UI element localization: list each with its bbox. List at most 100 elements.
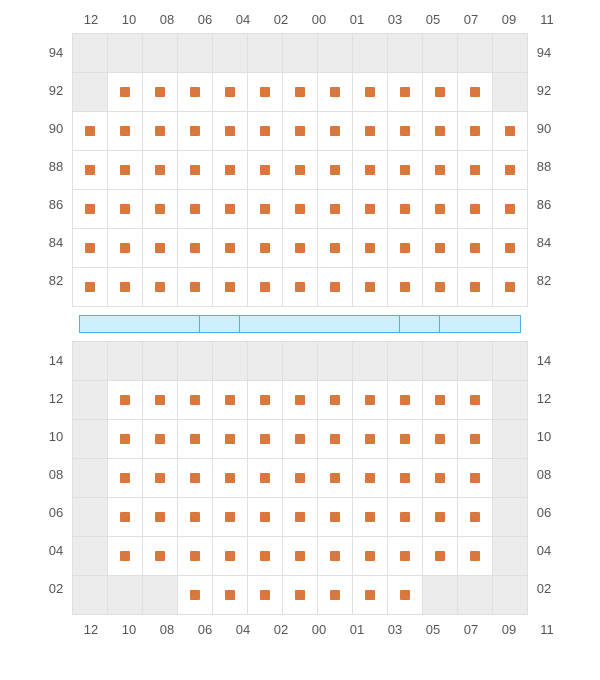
seat[interactable] [108, 151, 142, 189]
seat[interactable] [353, 537, 387, 575]
seat[interactable] [108, 112, 142, 150]
seat[interactable] [388, 420, 422, 458]
seat[interactable] [178, 190, 212, 228]
seat[interactable] [353, 190, 387, 228]
seat[interactable] [283, 73, 317, 111]
seat[interactable] [423, 420, 457, 458]
seat[interactable] [178, 229, 212, 267]
seat[interactable] [423, 381, 457, 419]
seat[interactable] [178, 459, 212, 497]
seat[interactable] [423, 229, 457, 267]
seat[interactable] [213, 576, 247, 614]
seat[interactable] [318, 498, 352, 536]
seat[interactable] [283, 381, 317, 419]
seat[interactable] [248, 420, 282, 458]
seat[interactable] [283, 537, 317, 575]
seat[interactable] [283, 268, 317, 306]
seat[interactable] [108, 420, 142, 458]
seat[interactable] [108, 381, 142, 419]
seat[interactable] [178, 112, 212, 150]
seat[interactable] [178, 381, 212, 419]
seat[interactable] [213, 190, 247, 228]
seat[interactable] [318, 576, 352, 614]
seat[interactable] [213, 73, 247, 111]
seat[interactable] [248, 498, 282, 536]
seat[interactable] [108, 498, 142, 536]
seat[interactable] [248, 229, 282, 267]
seat[interactable] [108, 190, 142, 228]
seat[interactable] [178, 420, 212, 458]
seat[interactable] [108, 537, 142, 575]
seat[interactable] [353, 576, 387, 614]
seat[interactable] [178, 73, 212, 111]
seat[interactable] [353, 420, 387, 458]
seat[interactable] [423, 73, 457, 111]
seat[interactable] [143, 537, 177, 575]
seat[interactable] [283, 190, 317, 228]
seat[interactable] [213, 229, 247, 267]
seat[interactable] [108, 229, 142, 267]
seat[interactable] [318, 229, 352, 267]
seat[interactable] [213, 112, 247, 150]
seat[interactable] [388, 537, 422, 575]
seat[interactable] [248, 73, 282, 111]
seat[interactable] [283, 498, 317, 536]
seat[interactable] [318, 268, 352, 306]
seat[interactable] [423, 459, 457, 497]
seat[interactable] [458, 381, 492, 419]
seat[interactable] [143, 151, 177, 189]
seat[interactable] [213, 151, 247, 189]
seat[interactable] [73, 268, 107, 306]
seat[interactable] [353, 459, 387, 497]
seat[interactable] [213, 420, 247, 458]
seat[interactable] [493, 190, 527, 228]
seat[interactable] [458, 498, 492, 536]
seat[interactable] [388, 229, 422, 267]
seat[interactable] [318, 73, 352, 111]
seat[interactable] [248, 112, 282, 150]
seat[interactable] [318, 190, 352, 228]
seat[interactable] [248, 190, 282, 228]
seat[interactable] [178, 151, 212, 189]
seat[interactable] [353, 498, 387, 536]
seat[interactable] [143, 459, 177, 497]
seat[interactable] [388, 73, 422, 111]
seat[interactable] [318, 151, 352, 189]
seat[interactable] [248, 381, 282, 419]
seat[interactable] [388, 498, 422, 536]
seat[interactable] [458, 420, 492, 458]
seat[interactable] [248, 537, 282, 575]
seat[interactable] [388, 190, 422, 228]
seat[interactable] [458, 112, 492, 150]
seat[interactable] [178, 498, 212, 536]
seat[interactable] [353, 229, 387, 267]
seat[interactable] [423, 537, 457, 575]
seat[interactable] [248, 268, 282, 306]
seat[interactable] [458, 229, 492, 267]
seat[interactable] [213, 459, 247, 497]
seat[interactable] [143, 73, 177, 111]
seat[interactable] [388, 576, 422, 614]
seat[interactable] [423, 190, 457, 228]
seat[interactable] [213, 498, 247, 536]
seat[interactable] [178, 576, 212, 614]
seat[interactable] [248, 576, 282, 614]
seat[interactable] [248, 151, 282, 189]
seat[interactable] [388, 381, 422, 419]
seat[interactable] [248, 459, 282, 497]
seat[interactable] [318, 537, 352, 575]
seat[interactable] [143, 112, 177, 150]
seat[interactable] [283, 420, 317, 458]
seat[interactable] [388, 268, 422, 306]
seat[interactable] [493, 268, 527, 306]
seat[interactable] [143, 381, 177, 419]
seat[interactable] [318, 381, 352, 419]
seat[interactable] [458, 151, 492, 189]
seat[interactable] [73, 151, 107, 189]
seat[interactable] [423, 268, 457, 306]
seat[interactable] [353, 381, 387, 419]
seat[interactable] [73, 112, 107, 150]
seat[interactable] [213, 268, 247, 306]
seat[interactable] [108, 268, 142, 306]
seat[interactable] [353, 151, 387, 189]
